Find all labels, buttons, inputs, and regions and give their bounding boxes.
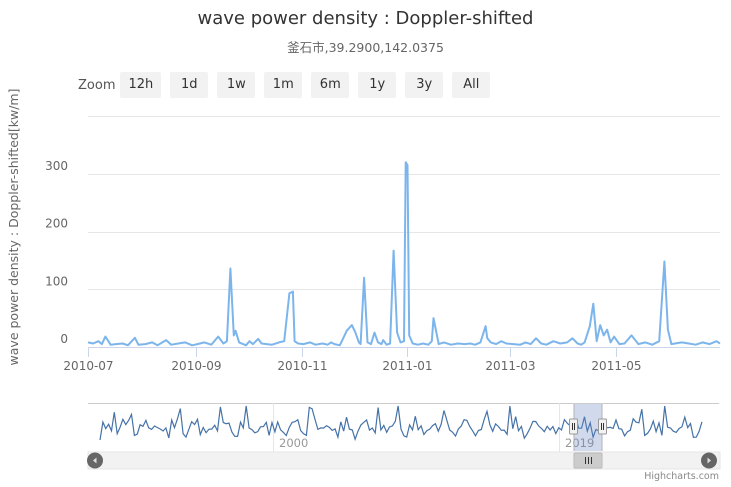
navigator-series-line — [99, 405, 703, 442]
y-tick-label: 100 — [45, 274, 68, 288]
zoom-button-12h[interactable]: 12h — [120, 72, 162, 98]
y-tick-label: 300 — [45, 159, 68, 173]
scrollbar-right-arrow-button[interactable] — [701, 452, 717, 469]
y-axis-label: wave power density : Doppler-shifted[kw/… — [6, 89, 21, 366]
zoom-button-1w[interactable]: 1w — [217, 72, 256, 98]
zoom-button-6m[interactable]: 6m — [311, 72, 350, 98]
navigator-label-end: 2019 — [565, 436, 594, 450]
x-tick-label: 2011-05 — [591, 359, 641, 373]
zoom-button-1d[interactable]: 1d — [170, 72, 209, 98]
scrollbar-track[interactable] — [87, 451, 721, 470]
chart-title: wave power density : Doppler-shifted — [197, 8, 534, 29]
scrollbar[interactable] — [87, 451, 721, 470]
series-line[interactable] — [87, 161, 721, 347]
x-tick-label: 2010-11 — [277, 359, 327, 373]
x-tick-label: 2010-09 — [171, 359, 221, 373]
navigator-handle-right[interactable] — [598, 418, 607, 435]
zoom-button-1m[interactable]: 1m — [264, 72, 303, 98]
x-tick-label: 2010-07 — [63, 359, 113, 373]
zoom-button-3y[interactable]: 3y — [405, 72, 444, 98]
zoom-label: Zoom — [78, 77, 116, 93]
zoom-selector: Zoom 12h 1d 1w 1m 6m 1y 3y All — [78, 72, 499, 98]
x-tick-label: 2011-03 — [485, 359, 535, 373]
navigator-selected-range[interactable] — [574, 404, 602, 451]
chevron-left-icon — [93, 457, 97, 464]
zoom-button-1y[interactable]: 1y — [358, 72, 397, 98]
x-axis-ticks: 2010-07 2010-09 2010-11 2011-01 2011-03 2011-… — [63, 347, 642, 373]
y-tick-label: 200 — [45, 217, 68, 231]
credits-link[interactable]: Highcharts.com — [644, 471, 719, 482]
navigator: 2000 2019 — [88, 403, 719, 452]
navigator-handle-left[interactable] — [569, 418, 578, 435]
scrollbar-left-arrow-button[interactable] — [87, 452, 103, 469]
x-tick-label: 2011-01 — [382, 359, 432, 373]
zoom-button-all[interactable]: All — [452, 72, 491, 98]
chart-subtitle: 釜石市,39.2900,142.0375 — [287, 40, 444, 55]
navigator-label-start: 2000 — [279, 436, 308, 450]
y-tick-label: 0 — [60, 332, 68, 346]
y-axis-ticks: 0 100 200 300 — [45, 159, 68, 346]
chevron-right-icon — [707, 457, 711, 464]
